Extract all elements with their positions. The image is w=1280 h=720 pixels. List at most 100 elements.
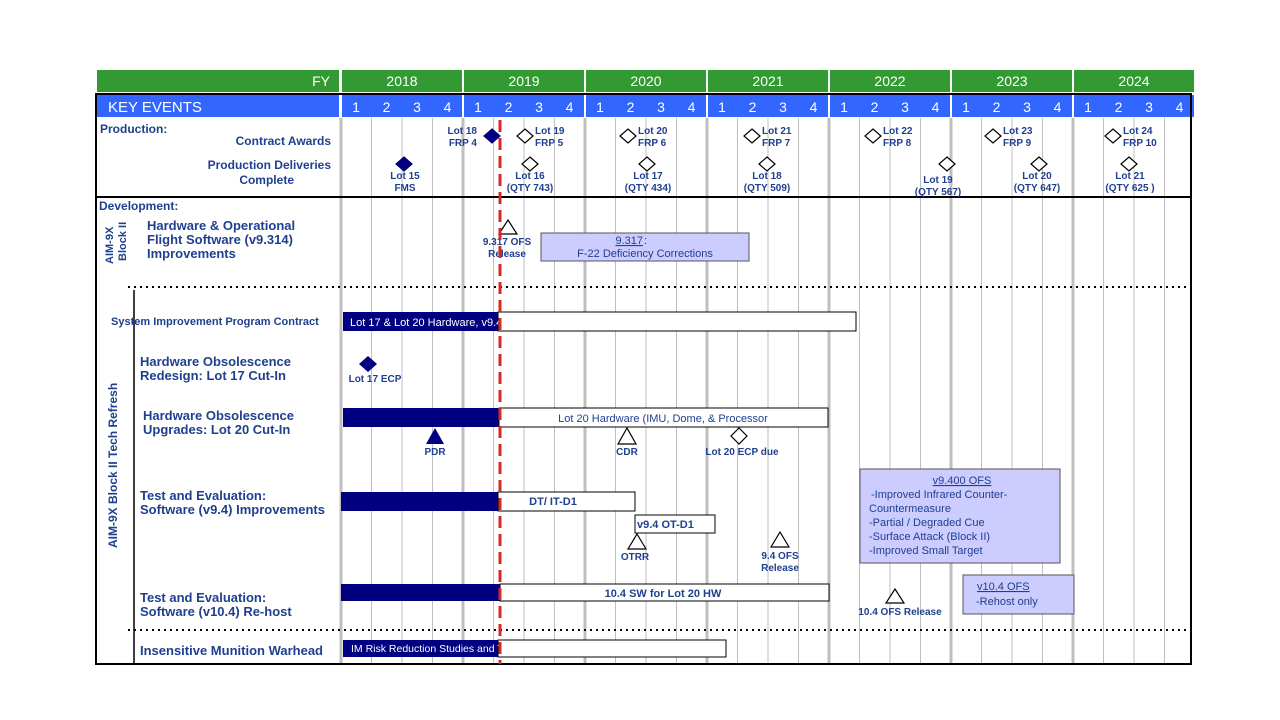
quarter-grid [339, 118, 1165, 664]
lot17-ecp-label: Lot 17 ECP [349, 374, 402, 385]
hw-obs17-label-line1: Hardware Obsolescence [140, 354, 291, 369]
sip-contract-label: System Improvement Program Contract [111, 316, 319, 328]
quarter-label-2018-q3: 3 [413, 99, 421, 115]
delivery-label-line2: (QTY 625 ) [1105, 183, 1154, 194]
delivery-label-line1: Lot 15 [390, 171, 420, 182]
im-bar-filled [343, 640, 498, 657]
contract-award-diamond [864, 128, 882, 144]
hw-ofs-label-line2: Flight Software (v9.314) [147, 232, 293, 247]
contract-award-label-line1: Lot 19 [535, 126, 565, 137]
quarter-label-2018-q4: 4 [444, 99, 452, 115]
ofs104-triangle [884, 587, 906, 604]
sip-contract-bar-text: Lot 17 & Lot 20 Hardware, v9.4 Software … [350, 317, 636, 329]
delivery-label-line1: Lot 20 [1022, 171, 1052, 182]
chart-frame [95, 93, 1192, 665]
year-cell-2021 [708, 70, 828, 92]
year-label-2024: 2024 [1118, 73, 1149, 89]
production-label: Production: [100, 122, 167, 136]
contract-award-label-line1: Lot 20 [638, 126, 668, 137]
contract-award-diamond [516, 128, 534, 144]
note-9317-box [540, 232, 750, 262]
delivery-label-line2: (QTY 567) [915, 187, 962, 198]
note-v104-line1: -Rehost only [976, 596, 1038, 608]
contract-award-label-line2: FRP 7 [762, 138, 791, 149]
otrr-triangle [626, 532, 648, 550]
quarter-label-2018-q1: 1 [352, 99, 360, 115]
dt-it-bar-filled [341, 492, 498, 511]
im-bar-open [497, 639, 727, 658]
ofs9317-label-line1: 9.317 OFS [483, 237, 532, 248]
te-v94-label-line2: Software (v9.4) Improvements [140, 502, 325, 517]
delivery-label-line2: (QTY 434) [625, 183, 672, 194]
note-v9400-box [859, 468, 1061, 564]
contract-award-diamond [1104, 128, 1122, 144]
contract-awards-label: Contract Awards [236, 134, 332, 148]
contract-award-label-line1: Lot 18 [448, 126, 478, 137]
deliveries-label-line1: Production Deliveries [208, 158, 332, 172]
delivery-label-line2: FMS [394, 183, 415, 194]
quarter-label-2020-q2: 2 [627, 99, 635, 115]
cdr-label: CDR [616, 447, 638, 458]
delivery-label-line2: (QTY 743) [507, 183, 554, 194]
sip-contract-bar-open [497, 311, 857, 332]
delivery-label-line1: Lot 18 [752, 171, 782, 182]
contract-award-label-line2: FRP 8 [883, 138, 912, 149]
quarter-band-2019 [464, 95, 584, 117]
note-v9400-title: v9.400 OFS [933, 475, 992, 487]
note-9317-title-suffix: : [644, 235, 647, 247]
delivery-diamond [638, 156, 656, 172]
ofs9317-milestone-triangle [497, 218, 519, 235]
quarter-label-2023-q1: 1 [962, 99, 970, 115]
year-cell-2022 [830, 70, 950, 92]
year-cells: 2018 2019 2020 2021 2022 2023 2024 [342, 70, 1194, 92]
contract-award-label-line1: Lot 21 [762, 126, 792, 137]
key-events-cell [97, 95, 339, 117]
year-label-2022: 2022 [874, 73, 905, 89]
quarter-label-2023-q2: 2 [993, 99, 1001, 115]
contract-award-label-line2: FRP 9 [1003, 138, 1032, 149]
block2-side-label-line2: Block II [117, 222, 129, 261]
quarter-band-2018 [342, 95, 462, 117]
delivery-diamond [1120, 156, 1138, 172]
quarter-label-2022-q4: 4 [932, 99, 940, 115]
quarter-label-2024-q3: 3 [1145, 99, 1153, 115]
quarter-label-2024-q2: 2 [1115, 99, 1123, 115]
sw104-bar-filled [341, 584, 500, 601]
quarter-label-2021-q3: 3 [779, 99, 787, 115]
contract-award-label-line1: Lot 24 [1123, 126, 1153, 137]
year-cell-2020 [586, 70, 706, 92]
year-cell-2019 [464, 70, 584, 92]
ofs94-triangle [769, 530, 791, 548]
te-v104-label-line1: Test and Evaluation: [140, 590, 266, 605]
delivery-label-line1: Lot 16 [515, 171, 545, 182]
quarter-label-2019-q3: 3 [535, 99, 543, 115]
dt-it-bar-text: DT/ IT-D1 [529, 496, 577, 508]
delivery-label-line1: Lot 17 [633, 171, 663, 182]
quarter-label-2023-q4: 4 [1054, 99, 1062, 115]
delivery-diamond [1030, 156, 1048, 172]
year-label-2019: 2019 [508, 73, 539, 89]
ot-d1-bar [634, 514, 716, 534]
quarter-band-2020 [586, 95, 706, 117]
dt-it-bar-open [497, 491, 636, 512]
hw-obs20-label-line2: Upgrades: Lot 20 Cut-In [143, 422, 290, 437]
otrr-label: OTRR [621, 552, 650, 563]
lot20-hw-bar-text: Lot 20 Hardware (IMU, Dome, & Processor [558, 413, 768, 425]
note-v104-box [962, 574, 1075, 615]
block2-side-label-line1: AIM-9X [104, 226, 116, 264]
cdr-triangle [616, 426, 638, 445]
im-warhead-label: Insensitive Munition Warhead [140, 643, 323, 658]
year-label-2023: 2023 [996, 73, 1027, 89]
quarter-label-2018-q2: 2 [383, 99, 391, 115]
quarter-band-2022 [830, 95, 950, 117]
note-v104-title: v10.4 OFS [977, 581, 1030, 593]
contract-award-diamond [984, 128, 1002, 144]
quarter-label-2021-q4: 4 [810, 99, 818, 115]
year-label-2018: 2018 [386, 73, 417, 89]
contract-award-label-line2: FRP 4 [449, 138, 478, 149]
ofs94-label-line1: 9.4 OFS [761, 551, 799, 562]
quarter-label-2024-q1: 1 [1084, 99, 1092, 115]
